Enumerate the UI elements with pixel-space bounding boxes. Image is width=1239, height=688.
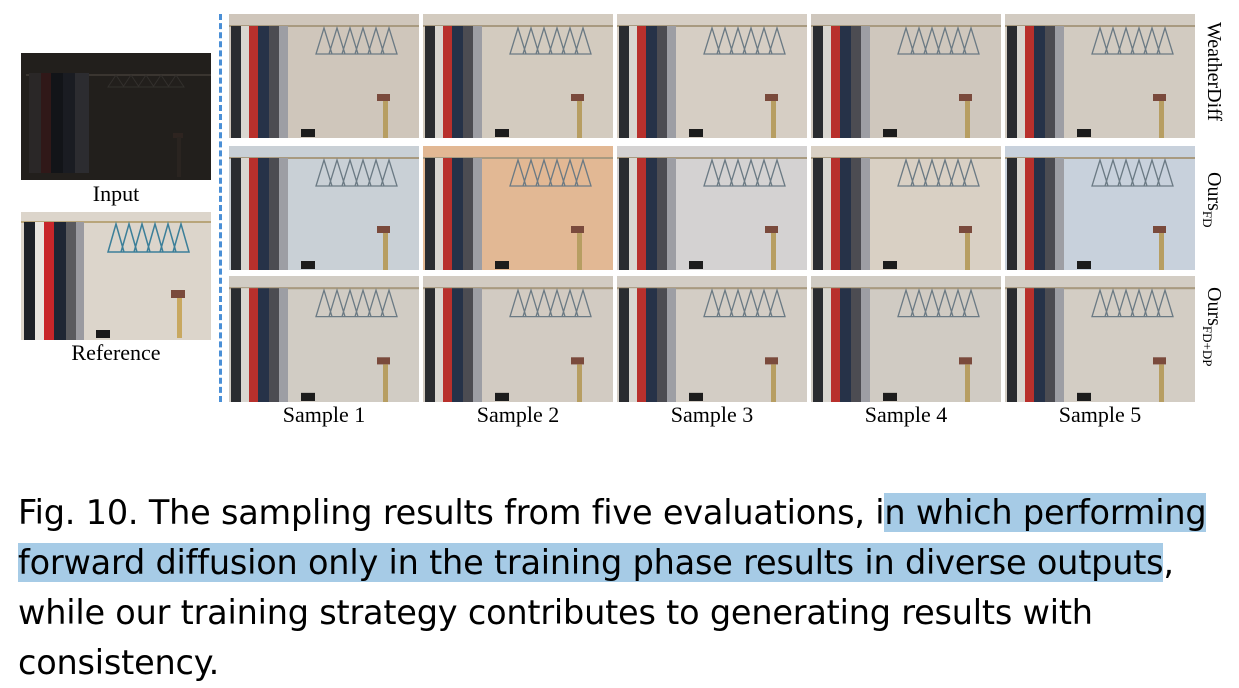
row-label-ours-fd-dp: OursFD+DP — [1199, 287, 1225, 366]
sample-image-r1-c1 — [229, 14, 419, 138]
sample-image-r3-c5 — [1005, 276, 1195, 402]
column-label-sample-2: Sample 2 — [476, 402, 560, 427]
sample-image-r1-c5 — [1005, 14, 1195, 138]
row-label-ours-fd-sub: FD — [1200, 210, 1215, 228]
reference-image — [21, 212, 211, 340]
caption-prefix: Fig. 10. The sampling results from five … — [18, 493, 885, 532]
sample-image-r1-c2 — [423, 14, 613, 138]
column-label-sample-3: Sample 3 — [670, 402, 754, 427]
sample-image-r2-c3 — [617, 146, 807, 270]
sample-image-r2-c2 — [423, 146, 613, 270]
input-label: Input — [92, 181, 140, 206]
sample-image-r2-c4 — [811, 146, 1001, 270]
row-label-ours-fd-text: Ours — [1203, 172, 1225, 211]
row-label-ours-fd-dp-sub: FD+DP — [1200, 325, 1215, 367]
sample-image-r3-c2 — [423, 276, 613, 402]
row-label-ours-fd-dp-text: Ours — [1203, 287, 1225, 326]
row-label-weatherdiff-text: WeatherDiff — [1203, 22, 1225, 122]
sample-image-r3-c1 — [229, 276, 419, 402]
reference-label: Reference — [71, 340, 161, 365]
sample-image-r2-c5 — [1005, 146, 1195, 270]
column-label-sample-4: Sample 4 — [864, 402, 948, 427]
column-label-sample-1: Sample 1 — [282, 402, 366, 427]
column-divider — [219, 14, 222, 402]
sample-image-r3-c4 — [811, 276, 1001, 402]
figure-caption: Fig. 10. The sampling results from five … — [18, 488, 1228, 688]
sample-image-r1-c3 — [617, 14, 807, 138]
input-image — [21, 53, 211, 180]
column-label-sample-5: Sample 5 — [1058, 402, 1142, 427]
sample-image-r2-c1 — [229, 146, 419, 270]
row-label-ours-fd: OursFD — [1199, 172, 1225, 228]
row-label-weatherdiff: WeatherDiff — [1202, 22, 1225, 121]
sample-image-r1-c4 — [811, 14, 1001, 138]
sample-image-r3-c3 — [617, 276, 807, 402]
